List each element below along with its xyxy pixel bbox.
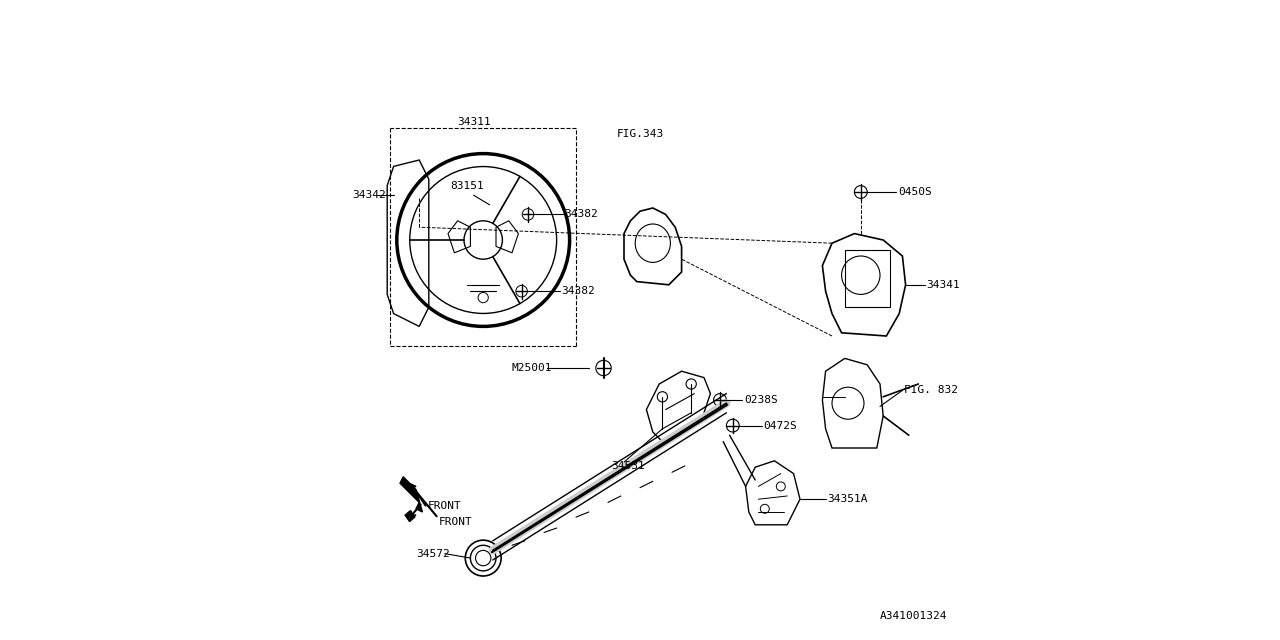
Polygon shape <box>399 477 422 512</box>
Text: 34341: 34341 <box>927 280 960 290</box>
Text: 34531: 34531 <box>612 461 645 471</box>
Text: FIG. 832: FIG. 832 <box>904 385 957 396</box>
Text: 0472S: 0472S <box>763 420 797 431</box>
Text: 34382: 34382 <box>561 286 595 296</box>
Text: 34311: 34311 <box>457 116 490 127</box>
Text: M25001: M25001 <box>512 363 553 373</box>
Text: 0450S: 0450S <box>899 187 932 197</box>
Text: 83151: 83151 <box>451 180 484 191</box>
Bar <box>845 250 890 307</box>
Text: FIG.343: FIG.343 <box>617 129 663 140</box>
Text: FRONT: FRONT <box>428 500 461 511</box>
Text: 0238S: 0238S <box>745 395 778 405</box>
Text: 34572: 34572 <box>416 548 449 559</box>
Text: 34382: 34382 <box>564 209 598 220</box>
Polygon shape <box>404 511 415 522</box>
Text: FRONT: FRONT <box>438 516 472 527</box>
Text: 34351A: 34351A <box>828 494 868 504</box>
Text: A341001324: A341001324 <box>879 611 947 621</box>
Text: 34342: 34342 <box>352 190 385 200</box>
